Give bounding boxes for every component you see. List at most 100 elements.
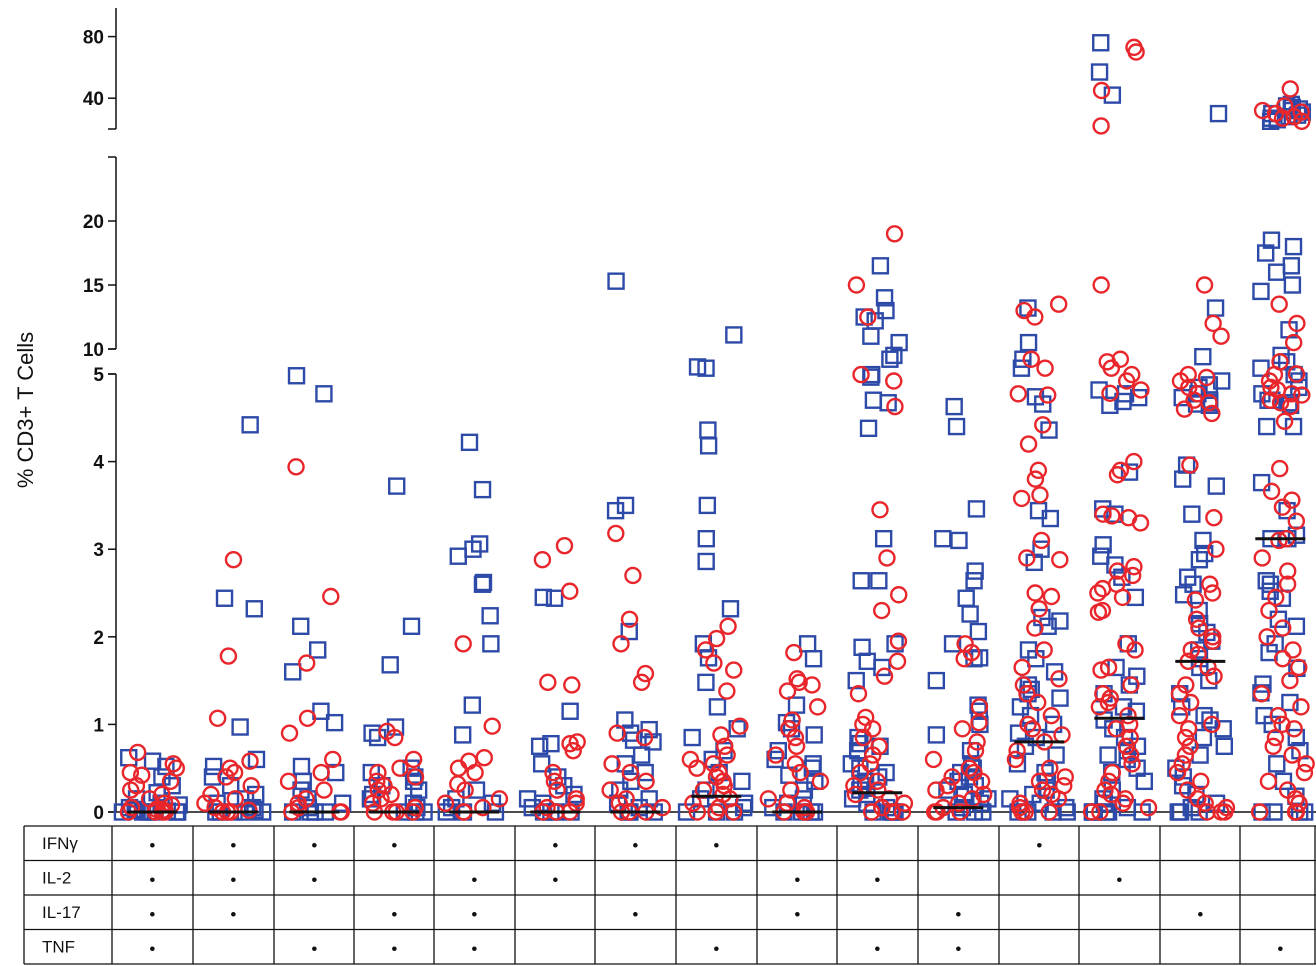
circle-point (454, 635, 472, 653)
square-point (1036, 763, 1054, 782)
circle-point (1293, 386, 1311, 404)
circle-point (133, 766, 151, 784)
circle-point (785, 643, 803, 662)
circle-point (1022, 350, 1040, 368)
circle-point (1212, 803, 1230, 821)
circle-point (475, 748, 493, 767)
circle-point (1102, 359, 1121, 377)
square-point (1051, 689, 1069, 707)
square-point (534, 588, 552, 607)
square-point (616, 755, 634, 773)
circle-point (1281, 80, 1300, 98)
circle-point (1168, 763, 1187, 782)
circle-point (878, 549, 896, 567)
circle-point (953, 720, 972, 738)
circle-point (241, 752, 259, 770)
circle-point (372, 790, 390, 808)
circle-point (725, 661, 743, 679)
circle-point (1041, 759, 1059, 777)
square-point (453, 726, 472, 744)
circle-point (280, 724, 299, 742)
category-4 (361, 477, 433, 821)
category-8 (677, 326, 754, 821)
square-point (1174, 470, 1192, 488)
circle-point (1107, 720, 1125, 738)
square-point (1287, 728, 1305, 747)
circle-point (1284, 641, 1302, 659)
circle-point (1204, 314, 1222, 333)
circle-point (217, 768, 235, 786)
circle-point (322, 587, 340, 606)
square-point (1252, 359, 1270, 377)
square-point (1171, 803, 1190, 821)
square-point (1094, 536, 1112, 554)
circle-point (1187, 610, 1206, 628)
square-point (616, 496, 635, 515)
circle-point (1029, 461, 1048, 480)
square-point (632, 746, 651, 764)
square-point (1194, 347, 1212, 366)
circle-point (1269, 706, 1287, 725)
circle-point (1131, 514, 1150, 532)
circle-point (287, 458, 305, 476)
circle-point (1036, 359, 1054, 377)
circle-point (1093, 579, 1112, 598)
table-dot: • (149, 940, 155, 959)
circle-point (1099, 658, 1118, 677)
circle-point (1178, 781, 1197, 799)
circle-point (1013, 803, 1031, 821)
square-point (1173, 698, 1191, 716)
circle-point (474, 798, 492, 817)
circle-point (924, 750, 943, 769)
circle-point (1250, 803, 1269, 821)
row-label-3: TNF (42, 938, 75, 957)
square-point (858, 794, 876, 812)
circle-point (786, 728, 805, 747)
circle-point (1203, 715, 1221, 734)
circle-point (1009, 385, 1027, 403)
square-point (862, 368, 880, 386)
square-point (381, 656, 399, 674)
circle-point (1139, 798, 1158, 817)
square-point (1090, 381, 1108, 399)
square-point (1284, 417, 1303, 436)
circle-point (1292, 698, 1310, 716)
circle-point (1264, 737, 1282, 755)
circle-point (1293, 112, 1311, 131)
table-dot: • (311, 871, 317, 890)
square-point (877, 301, 895, 320)
square-point (1033, 608, 1051, 627)
circle-point (1198, 803, 1216, 821)
circle-point (466, 763, 484, 782)
table-dot: • (794, 871, 800, 890)
table-dot: • (311, 940, 317, 959)
circle-point (406, 768, 425, 786)
square-point (292, 757, 311, 776)
square-point (1207, 477, 1225, 495)
square-point (561, 702, 579, 720)
square-point (1027, 728, 1045, 747)
circle-point (1175, 400, 1194, 418)
square-point (460, 433, 479, 452)
circle-point (1176, 728, 1195, 747)
circle-point (1026, 584, 1044, 602)
circle-point (852, 365, 870, 384)
circle-point (1181, 693, 1200, 712)
circle-point (1283, 746, 1301, 764)
circle-point (808, 698, 827, 716)
circle-point (1026, 470, 1045, 488)
square-point (874, 529, 893, 548)
square-point (545, 589, 564, 607)
circle-point (196, 794, 214, 812)
circle-point (621, 763, 639, 782)
square-point (467, 781, 486, 799)
circle-point (1108, 466, 1127, 484)
circle-point (1031, 486, 1049, 504)
square-point (870, 572, 888, 590)
circle-point (1170, 685, 1189, 703)
circle-point (895, 794, 914, 812)
circle-point (561, 582, 579, 600)
circle-point (1196, 794, 1214, 812)
square-point (698, 496, 717, 515)
circle-point (1287, 365, 1306, 383)
